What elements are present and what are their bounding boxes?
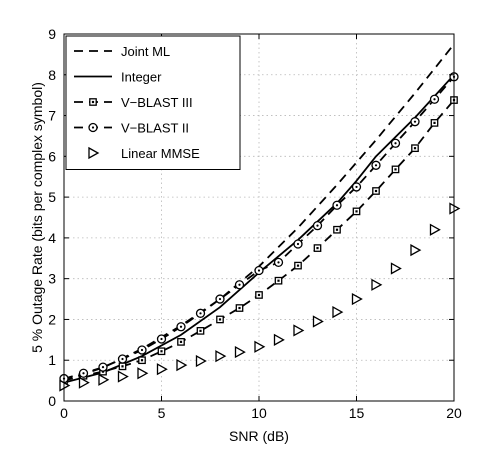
series-line-3	[63, 76, 455, 380]
point-4-16	[371, 278, 383, 291]
y-tick-label-0: 0	[48, 393, 56, 409]
point-2-5-dot	[160, 350, 163, 353]
legend-label-3: V−BLAST II	[121, 121, 189, 136]
legend-marker-4	[88, 146, 100, 160]
x-tick-label-4: 20	[446, 405, 462, 421]
point-2-14-dot	[335, 228, 339, 231]
point-3-13-dot	[316, 224, 319, 227]
point-4-6	[176, 359, 188, 372]
point-4-17	[390, 262, 402, 275]
point-3-3-dot	[121, 357, 124, 361]
point-2-11-dot	[277, 279, 280, 282]
y-tick-label-2: 2	[48, 311, 56, 327]
point-4-19	[429, 223, 441, 236]
y-axis-label: 5 % Outage Rate (bits per complex symbol…	[29, 82, 45, 353]
point-4-1	[78, 376, 90, 389]
point-4-2	[98, 373, 110, 386]
point-3-9-dot	[238, 283, 241, 286]
point-4-13	[312, 315, 324, 328]
point-4-14	[332, 305, 344, 319]
y-tick-label-5: 5	[48, 189, 56, 205]
point-2-6-dot	[179, 340, 183, 343]
point-2-3-dot	[121, 365, 124, 368]
point-4-7	[195, 354, 207, 368]
legend-label-1: Integer	[121, 70, 162, 85]
x-tick-label-2: 10	[251, 405, 267, 421]
point-3-1-dot	[82, 372, 85, 375]
legend-label-4: Linear MMSE	[121, 146, 200, 161]
point-2-19-dot	[433, 121, 436, 124]
point-3-12-dot	[296, 242, 300, 246]
point-2-16-dot	[374, 189, 378, 193]
legend: Joint ML Integer V−BLAST III V−BLAST II Line…	[65, 35, 241, 170]
point-2-12-dot	[296, 264, 300, 267]
point-2-10-dot	[257, 293, 261, 297]
point-3-14-dot	[335, 204, 339, 207]
y-tick-label-4: 4	[48, 230, 56, 246]
point-3-4-dot	[140, 348, 144, 352]
point-4-4	[137, 367, 149, 380]
point-2-13-dot	[316, 246, 319, 250]
point-3-8-dot	[218, 297, 222, 301]
y-tick-label-8: 8	[48, 67, 56, 83]
point-2-7-dot	[199, 329, 202, 332]
y-tick-label-6: 6	[48, 148, 56, 164]
legend-marker-2-dot	[91, 100, 95, 104]
point-3-15-dot	[355, 185, 358, 189]
point-2-8-dot	[218, 318, 222, 321]
point-4-3	[117, 370, 129, 383]
point-4-9	[234, 345, 246, 359]
x-tick-label-1: 5	[158, 405, 166, 421]
series-line-1	[63, 74, 455, 384]
point-3-6-dot	[179, 325, 183, 328]
point-3-19-dot	[433, 98, 436, 101]
point-4-8	[215, 350, 227, 363]
x-tick-label-3: 15	[349, 405, 365, 421]
point-3-5-dot	[160, 337, 163, 341]
point-2-17-dot	[394, 168, 397, 171]
point-3-17-dot	[394, 142, 397, 145]
point-4-5	[156, 363, 168, 376]
grid	[64, 34, 454, 401]
y-tick-label-9: 9	[48, 26, 56, 42]
point-4-18	[410, 244, 422, 257]
point-3-16-dot	[374, 164, 378, 167]
x-tick-label-0: 0	[60, 405, 68, 421]
y-tick-label-1: 1	[48, 352, 56, 368]
legend-label-2: V−BLAST III	[121, 95, 193, 110]
point-2-15-dot	[355, 210, 358, 213]
point-4-10	[254, 340, 266, 353]
point-3-11-dot	[277, 261, 280, 264]
legend-marker-3-dot	[91, 126, 95, 129]
point-4-15	[351, 292, 363, 306]
point-2-9-dot	[238, 306, 241, 310]
point-2-18-dot	[413, 147, 417, 150]
point-3-7-dot	[199, 312, 202, 315]
point-3-18-dot	[413, 120, 417, 123]
point-4-11	[273, 333, 285, 346]
y-tick-label-7: 7	[48, 108, 56, 124]
series-1	[63, 74, 455, 384]
legend-label-0: Joint ML	[121, 44, 170, 59]
point-3-2-dot	[101, 366, 105, 369]
point-3-10-dot	[257, 269, 261, 272]
point-2-4-dot	[140, 359, 144, 362]
point-4-12	[293, 324, 305, 337]
y-tick-label-3: 3	[48, 271, 56, 287]
x-axis-label: SNR (dB)	[229, 428, 289, 444]
